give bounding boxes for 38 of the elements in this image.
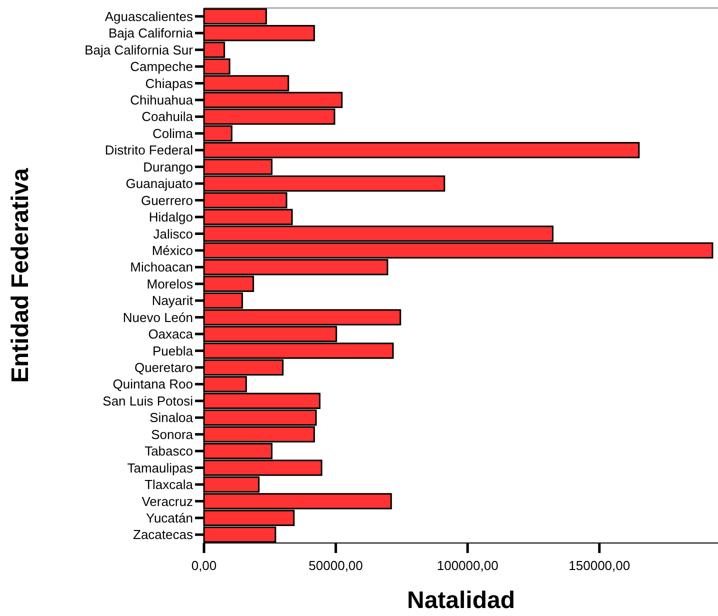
y-tick-label: México [152, 242, 193, 258]
y-tick-label: Chihuahua [130, 92, 194, 108]
y-tick-label: Baja California [108, 26, 194, 41]
y-tick-label: Nuevo León [122, 310, 193, 325]
y-tick-label: Durango [143, 159, 193, 174]
x-tick-label: 50000,00 [308, 558, 363, 573]
y-tick-label: Chiapas [145, 76, 194, 91]
y-tick-label: Zacatecas [133, 527, 194, 542]
y-tick-label: Distrito Federal [104, 142, 194, 158]
y-tick-label: Colima [152, 126, 194, 141]
y-tick-label: Michoacan [130, 260, 193, 275]
x-axis-title: Natalidad [406, 587, 516, 614]
y-tick-label: San Luis Potosi [102, 393, 194, 408]
y-tick-label: Sonora [151, 426, 194, 442]
x-tick-label: 0,00 [191, 558, 217, 573]
y-tick-label: Jalisco [153, 226, 193, 242]
y-tick-label: Aguascalientes [104, 8, 194, 24]
y-tick-label: Quintana Roo [112, 376, 193, 392]
y-tick-label: Baja California Sur [84, 42, 194, 58]
y-tick-label: Puebla [152, 343, 194, 358]
y-tick-label: Sinaloa [150, 410, 194, 426]
y-tick-label: Morelos [146, 276, 194, 292]
y-axis-title: Entidad Federativa [7, 167, 34, 383]
x-tick-label: 100000,00 [436, 558, 498, 573]
y-tick-label: Veracruz [142, 494, 193, 509]
y-tick-label: Tamaulipas [127, 460, 194, 476]
y-tick-label: Yucatán [146, 510, 193, 526]
y-tick-label: Guerrero [140, 192, 193, 208]
y-tick-label: Coahuila [142, 109, 194, 124]
y-tick-label: Oaxaca [148, 326, 194, 342]
y-tick-label: Campeche [130, 59, 193, 74]
y-tick-label: Tabasco [144, 444, 193, 459]
y-tick-label: Hidalgo [148, 210, 193, 225]
y-tick-label: Guanajuato [126, 176, 193, 192]
x-tick-label: 150000,00 [568, 558, 630, 573]
y-tick-label: Nayarit [152, 293, 194, 308]
y-tick-label: Tlaxcala [144, 477, 194, 492]
y-tick-label: Queretaro [134, 360, 193, 376]
